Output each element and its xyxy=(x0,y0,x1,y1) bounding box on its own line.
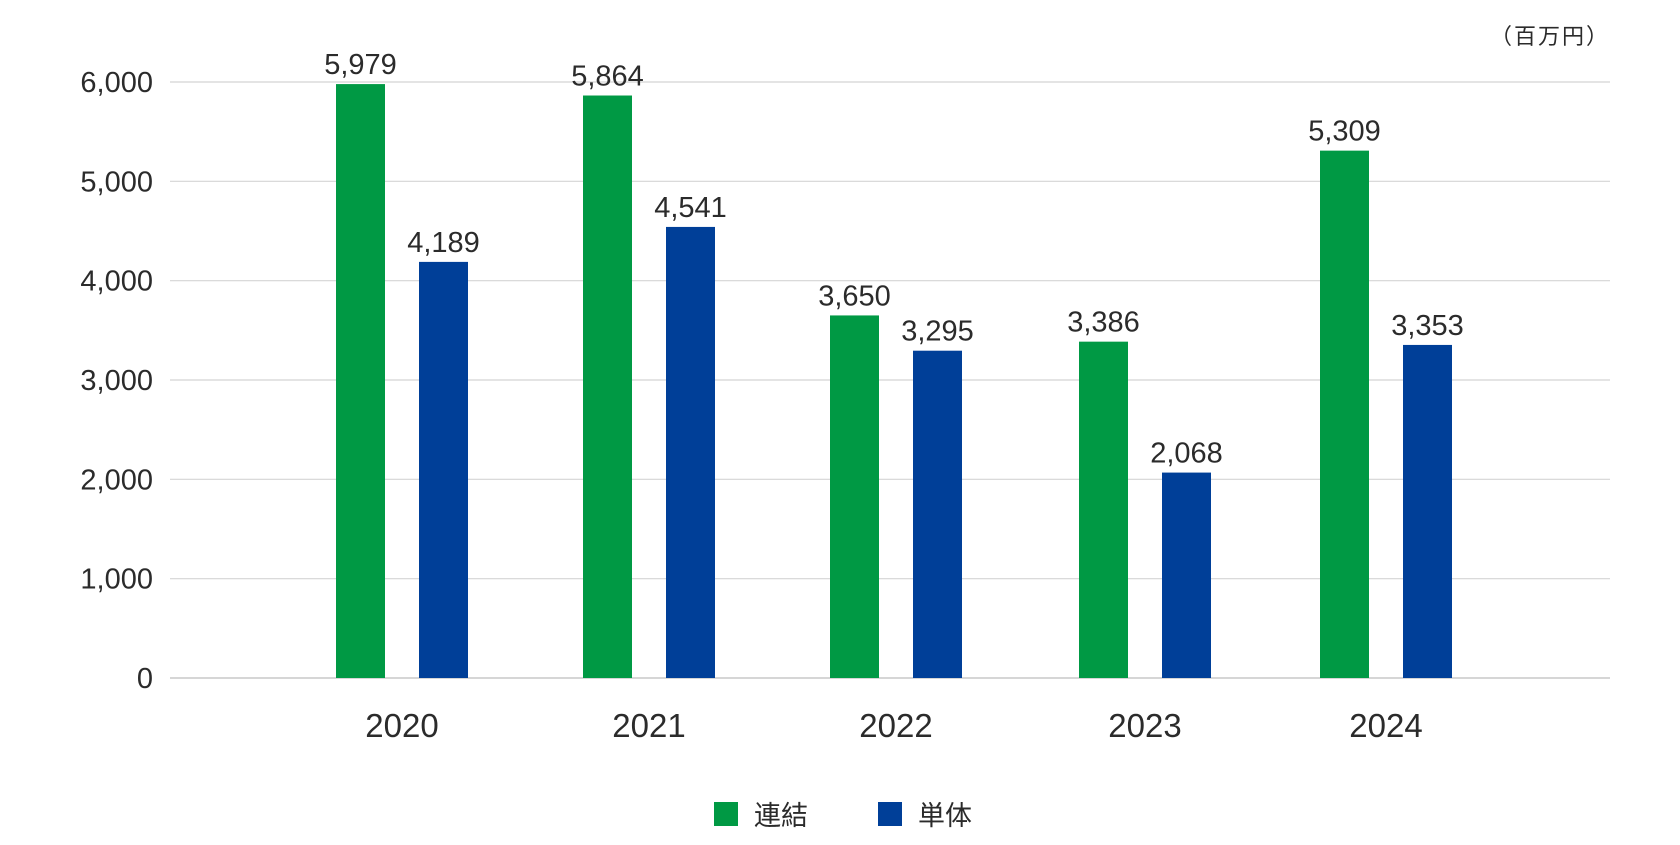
bars xyxy=(336,84,1452,678)
x-tick-label: 2023 xyxy=(1108,707,1181,744)
x-tick-label: 2024 xyxy=(1349,707,1422,744)
legend-swatch xyxy=(878,802,902,826)
data-label: 5,864 xyxy=(571,61,644,93)
y-tick-label: 0 xyxy=(137,663,153,695)
bar-consolidated-2021 xyxy=(583,95,632,678)
y-tick-label: 6,000 xyxy=(80,67,153,99)
data-label: 3,650 xyxy=(818,280,891,312)
gridlines xyxy=(170,81,1610,679)
bar-standalone-2021 xyxy=(666,226,715,678)
data-label: 3,386 xyxy=(1067,307,1140,339)
bar-consolidated-2023 xyxy=(1079,341,1128,678)
data-label: 4,189 xyxy=(407,227,480,259)
data-label: 5,309 xyxy=(1308,116,1381,148)
y-tick-label: 5,000 xyxy=(80,166,153,198)
bar-consolidated-2020 xyxy=(336,84,385,678)
legend-item-standalone: 単体 xyxy=(878,801,972,831)
y-tick-label: 2,000 xyxy=(80,464,153,496)
bar-standalone-2022 xyxy=(913,350,962,678)
bar-standalone-2023 xyxy=(1162,472,1211,678)
x-tick-label: 2022 xyxy=(859,707,932,744)
y-tick-label: 1,000 xyxy=(80,564,153,596)
x-tick-label: 2020 xyxy=(365,707,438,744)
unit-label: （百万円） xyxy=(1490,24,1610,49)
data-label: 5,979 xyxy=(324,49,397,81)
legend-label: 単体 xyxy=(918,801,972,831)
bar-consolidated-2024 xyxy=(1320,150,1369,678)
legend: 連結 単体 xyxy=(714,801,972,831)
x-tick-label: 2021 xyxy=(612,707,685,744)
data-label: 3,295 xyxy=(901,316,974,348)
x-axis-ticks: 2020 2021 2022 2023 2024 xyxy=(365,707,1422,744)
y-axis-ticks: 0 1,000 2,000 3,000 4,000 5,000 6,000 xyxy=(80,67,153,695)
data-label: 2,068 xyxy=(1150,438,1223,470)
y-tick-label: 4,000 xyxy=(80,266,153,298)
y-tick-label: 3,000 xyxy=(80,365,153,397)
bar-standalone-2024 xyxy=(1403,344,1452,678)
legend-swatch xyxy=(714,802,738,826)
data-label: 3,353 xyxy=(1391,310,1464,342)
legend-item-consolidated: 連結 xyxy=(714,801,808,831)
data-labels: 5,979 4,189 5,864 4,541 3,650 3,295 3,386 2,068… xyxy=(324,49,1464,469)
bar-consolidated-2022 xyxy=(830,315,879,678)
data-label: 4,541 xyxy=(654,192,727,224)
legend-label: 連結 xyxy=(754,801,808,831)
bar-standalone-2020 xyxy=(419,261,468,678)
